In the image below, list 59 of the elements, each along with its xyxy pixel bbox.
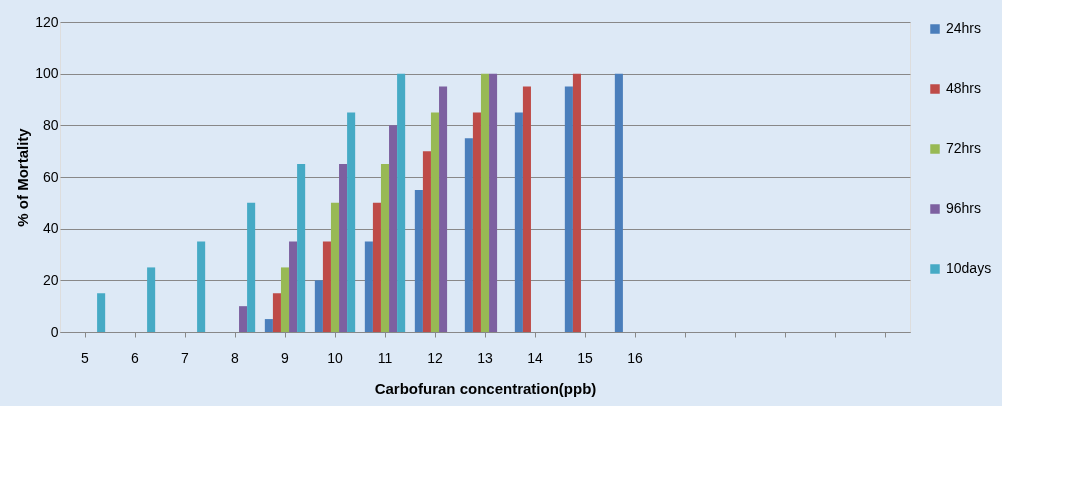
bar [247, 202, 256, 332]
bar [439, 86, 448, 332]
y-tick-label: 80 [42, 116, 59, 133]
bar [389, 125, 398, 332]
bar [480, 73, 490, 332]
y-tick-label: 120 [35, 13, 59, 30]
bar [472, 112, 481, 332]
bar [614, 73, 623, 332]
bar [372, 202, 381, 332]
bar [147, 267, 156, 332]
bar [572, 73, 581, 332]
bar [347, 112, 356, 332]
legend-label: 96hrs [946, 200, 982, 216]
x-tick-label: 5 [81, 349, 90, 366]
bar [280, 267, 290, 332]
y-tick-label: 40 [42, 220, 59, 237]
x-tick-label: 9 [281, 349, 290, 366]
x-tick-label: 7 [181, 349, 190, 366]
legend-label: 10days [946, 260, 992, 276]
bar [522, 86, 531, 332]
legend-label: 24hrs [946, 20, 982, 36]
bar [422, 151, 431, 332]
x-tick-label: 16 [627, 349, 643, 366]
bar [464, 138, 473, 332]
bar [239, 306, 248, 332]
y-axis-title: % of Mortality [14, 127, 32, 227]
bar [314, 280, 323, 332]
legend-label: 72hrs [946, 140, 982, 156]
x-axis-title: Carbofuran concentration(ppb) [374, 379, 597, 397]
bar [514, 112, 523, 332]
bar [330, 202, 340, 332]
x-tick-label: 13 [477, 349, 493, 366]
x-tick-label: 8 [231, 349, 240, 366]
bar [414, 189, 423, 332]
bar [430, 112, 440, 332]
y-tick-label: 0 [50, 323, 59, 340]
bar [489, 73, 498, 332]
bar [380, 164, 390, 332]
x-tick-label: 12 [427, 349, 443, 366]
bar [397, 73, 406, 332]
bar [197, 241, 206, 332]
bar [564, 86, 573, 332]
bar [364, 241, 373, 332]
y-tick-label: 100 [35, 65, 59, 82]
y-tick-label: 20 [42, 271, 59, 288]
x-tick-label: 6 [131, 349, 140, 366]
bar [272, 293, 281, 332]
bar [289, 241, 298, 332]
bar [97, 293, 106, 332]
bar [339, 164, 348, 332]
bar [297, 164, 306, 332]
x-tick-label: 15 [577, 349, 593, 366]
y-tick-label: 60 [42, 168, 59, 185]
x-tick-label: 10 [327, 349, 343, 366]
bar [264, 319, 273, 332]
x-tick-label: 11 [377, 349, 393, 366]
legend-label: 48hrs [946, 80, 982, 96]
bar [322, 241, 331, 332]
x-tick-label: 14 [527, 349, 543, 366]
